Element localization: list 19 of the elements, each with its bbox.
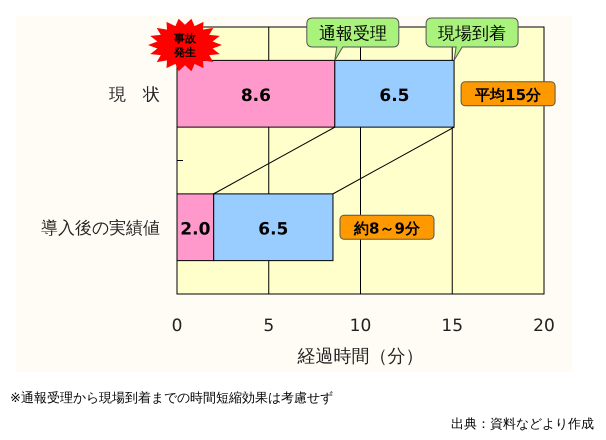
data-label: 8.6 bbox=[240, 86, 271, 106]
text: ※通報受理から現場到着までの時間短縮効果は考慮せず bbox=[10, 390, 333, 406]
x-tick-label: 5 bbox=[263, 316, 274, 336]
y-tick-label: 現 状 bbox=[109, 84, 160, 105]
x-axis-title: 経過時間（分） bbox=[296, 346, 424, 367]
annotation: 平均15分 bbox=[474, 86, 542, 104]
x-tick-label: 20 bbox=[533, 316, 555, 336]
x-tick-label: 0 bbox=[172, 316, 182, 336]
data-label: 6.5 bbox=[379, 86, 410, 106]
annotation: 現場到着 bbox=[438, 24, 506, 44]
annotation: 約8～9分 bbox=[353, 219, 421, 238]
data-label: 6.5 bbox=[258, 219, 288, 240]
data-label: 2.0 bbox=[180, 219, 211, 240]
annotation: 通報受理 bbox=[318, 24, 387, 44]
x-tick-label: 10 bbox=[350, 316, 372, 336]
y-tick-label: 導入後の実績値 bbox=[41, 218, 160, 238]
annotation: 事故発生 bbox=[173, 32, 197, 59]
source-note: 出典：資料などより作成 bbox=[451, 417, 594, 432]
x-tick-label: 15 bbox=[441, 316, 464, 336]
